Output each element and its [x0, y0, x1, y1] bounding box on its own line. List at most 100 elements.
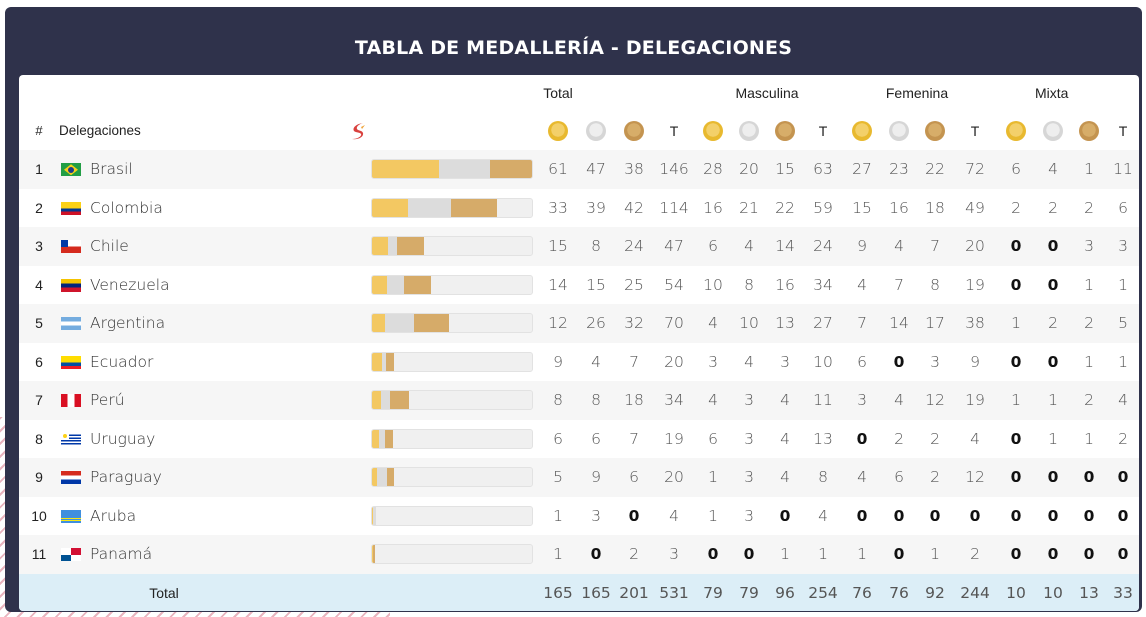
table-row: 10 Aruba 1 3 0 4 1 3 0 4 0 0 0 0 0 0 0 0: [19, 497, 1139, 536]
page-title: TABLA DE MEDALLERÍA - DELEGACIONES: [354, 37, 793, 59]
medal-table-body: 1 Brasil 61 47 38 146 28 20 15 63 27 23 22 72 6 4 1 11 2 Co…: [19, 150, 1139, 574]
total-silver-cell: 39: [586, 198, 606, 217]
totals-total-bronze-cell: 201: [615, 573, 653, 611]
total-bronze-cell: 7: [629, 352, 639, 371]
total-gold-cell: 1: [553, 506, 563, 525]
gold-bar-segment: [372, 545, 374, 564]
rank-cell: 9: [19, 458, 59, 497]
flag-icon: [61, 240, 81, 254]
totals-mixta-t-cell: 33: [1107, 573, 1139, 611]
total-bronze-cell: 7: [629, 429, 639, 448]
group-total-label: Total: [543, 85, 573, 101]
mixta-bronze-cell: 1: [1084, 352, 1094, 371]
bronze-bar-segment: [386, 352, 394, 371]
mixta-gold-cell: 0: [1010, 352, 1022, 371]
group-masculina-label: Masculina: [735, 85, 799, 101]
medal-progress-bar: [371, 236, 533, 257]
bronze-bar-segment: [373, 545, 376, 564]
delegaciones-header: Delegaciones: [59, 123, 141, 138]
country-cell: Ecuador: [59, 343, 269, 382]
rank-cell: 2: [35, 199, 43, 216]
gold-bar-segment: [372, 429, 379, 448]
spacer-cell: [269, 304, 367, 343]
silver-bar-segment: [377, 468, 388, 487]
bronze-medal-icon: [624, 120, 644, 141]
total-bronze-cell: 0: [628, 506, 640, 525]
total-silver-cell: 6: [591, 429, 601, 448]
country-cell: Brasil: [59, 150, 269, 189]
gold-medal-icon: [852, 120, 872, 141]
femenina-gold-cell: 3: [843, 381, 881, 420]
medal-bar-cell: [367, 304, 539, 343]
flag-icon: [61, 471, 81, 485]
femenina-bronze-cell: 2: [917, 458, 954, 497]
rank-cell: 1: [19, 150, 59, 189]
total-gold-cell: 5: [539, 458, 577, 497]
mixta-silver-cell: 0: [1035, 458, 1072, 497]
table-row: 7 Perú 8 8 18 34 4 3 4 11 3 4 12 19 1 1 2 4: [19, 381, 1139, 420]
masculina-gold-cell: 6: [708, 429, 718, 448]
flag-icon: [61, 432, 81, 446]
spacer-cell: [269, 420, 367, 459]
gold-bar-segment: [372, 314, 386, 333]
medal-progress-bar: [371, 159, 533, 180]
mixta-gold-cell: 0: [997, 458, 1036, 497]
masculina-gold-cell: 1: [708, 506, 718, 525]
country-name: Chile: [90, 237, 129, 256]
masculina-bronze-cell: 0: [779, 506, 791, 525]
medal-bar-cell: [367, 535, 539, 574]
femenina-bronze-cell: 3: [930, 352, 940, 371]
bronze-bar-segment: [413, 314, 449, 333]
gold-bar-segment: [372, 468, 378, 487]
bronze-medal-icon: [1079, 120, 1100, 141]
country-name: Uruguay: [90, 429, 156, 448]
medal-bar-cell: [367, 420, 539, 459]
femenina-bronze-cell: 22: [917, 150, 954, 189]
masculina-bronze-cell: 22: [775, 198, 795, 217]
silver-bar-segment: [438, 160, 491, 179]
total-silver-cell: 47: [577, 150, 615, 189]
mixta-silver-cell: 1: [1048, 429, 1058, 448]
total-bronze-cell: 6: [615, 458, 653, 497]
femenina-silver-cell: 0: [881, 535, 917, 574]
spacer-cell: [269, 381, 367, 420]
gold-bar-segment: [372, 352, 382, 371]
mixta-bronze-cell: 1: [1084, 429, 1094, 448]
medal-progress-bar: [371, 274, 533, 295]
totals-mixta-silver-cell: 10: [1035, 573, 1072, 611]
rank-cell: 10: [31, 507, 47, 524]
table-row: 3 Chile 15 8 24 47 6 4 14 24 9 4 7 20 0 0 3 3: [19, 227, 1139, 266]
country-cell: Venezuela: [59, 266, 269, 305]
medal-progress-bar: [371, 428, 533, 449]
femenina-t-cell: 72: [953, 150, 998, 189]
masculina-gold-cell: 1: [695, 458, 731, 497]
mixta-t-cell: 6: [1118, 198, 1128, 217]
spacer-cell: [269, 266, 367, 305]
table-row: 11 Panamá 1 0 2 3 0 0 1 1 1 0 1 2 0 0 0 0: [19, 535, 1139, 574]
masculina-bronze-cell: 4: [780, 429, 790, 448]
femenina-silver-cell: 6: [881, 458, 917, 497]
bronze-medal-icon: [775, 120, 795, 141]
flag-icon: [61, 509, 81, 523]
total-silver-cell: 9: [577, 458, 615, 497]
silver-bar-segment: [380, 391, 390, 410]
mixta-silver-cell: 0: [1035, 535, 1072, 574]
table-row: 8 Uruguay 6 6 7 19 6 3 4 13 0 2 2 4 0 1 1 2: [19, 420, 1139, 459]
mixta-t-cell: 5: [1107, 304, 1139, 343]
total-bronze-cell: 18: [615, 381, 653, 420]
total-gold-cell: 33: [548, 198, 568, 217]
silver-bar-segment: [385, 314, 414, 333]
mixta-bronze-cell: 1: [1071, 150, 1108, 189]
mixta-silver-cell: 0: [1047, 275, 1059, 294]
femenina-t-cell: 38: [953, 304, 998, 343]
mixta-silver-cell: 0: [1047, 352, 1059, 371]
totals-mixta-bronze-cell: 13: [1071, 573, 1108, 611]
mixta-bronze-cell: 2: [1084, 198, 1094, 217]
silver-medal-icon: [889, 120, 909, 141]
mixta-gold-cell: 0: [997, 227, 1036, 266]
bronze-bar-segment: [387, 468, 394, 487]
femenina-gold-cell: 4: [857, 275, 867, 294]
masculina-silver-cell: 3: [731, 381, 767, 420]
spacer-cell: [269, 227, 367, 266]
rank-cell: 8: [35, 430, 43, 447]
